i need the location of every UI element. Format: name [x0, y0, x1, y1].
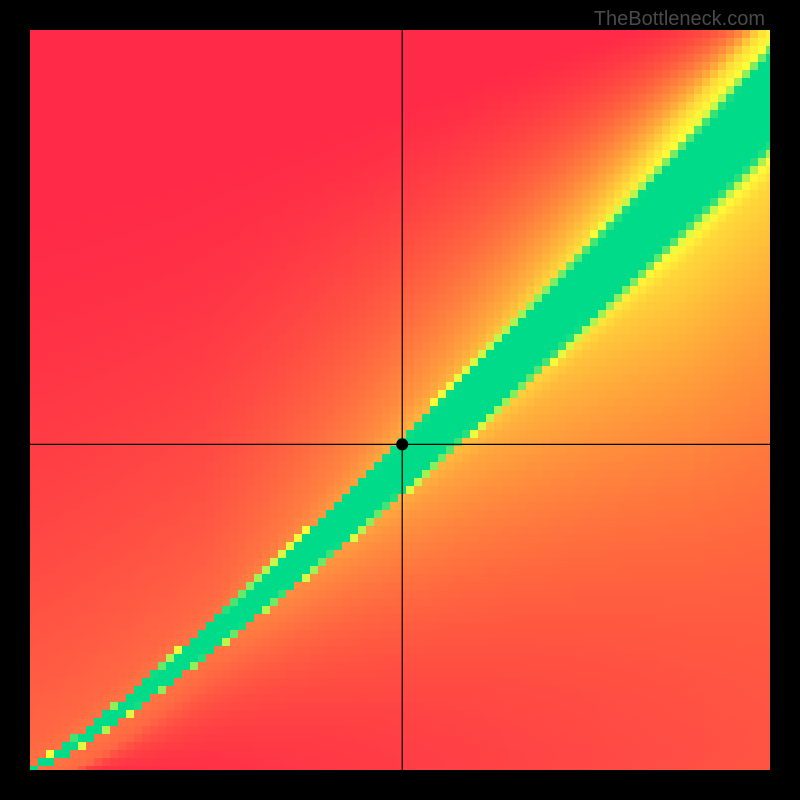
bottleneck-heatmap-chart	[0, 0, 800, 800]
watermark-text: TheBottleneck.com	[594, 8, 765, 31]
chart-svg	[0, 0, 800, 800]
